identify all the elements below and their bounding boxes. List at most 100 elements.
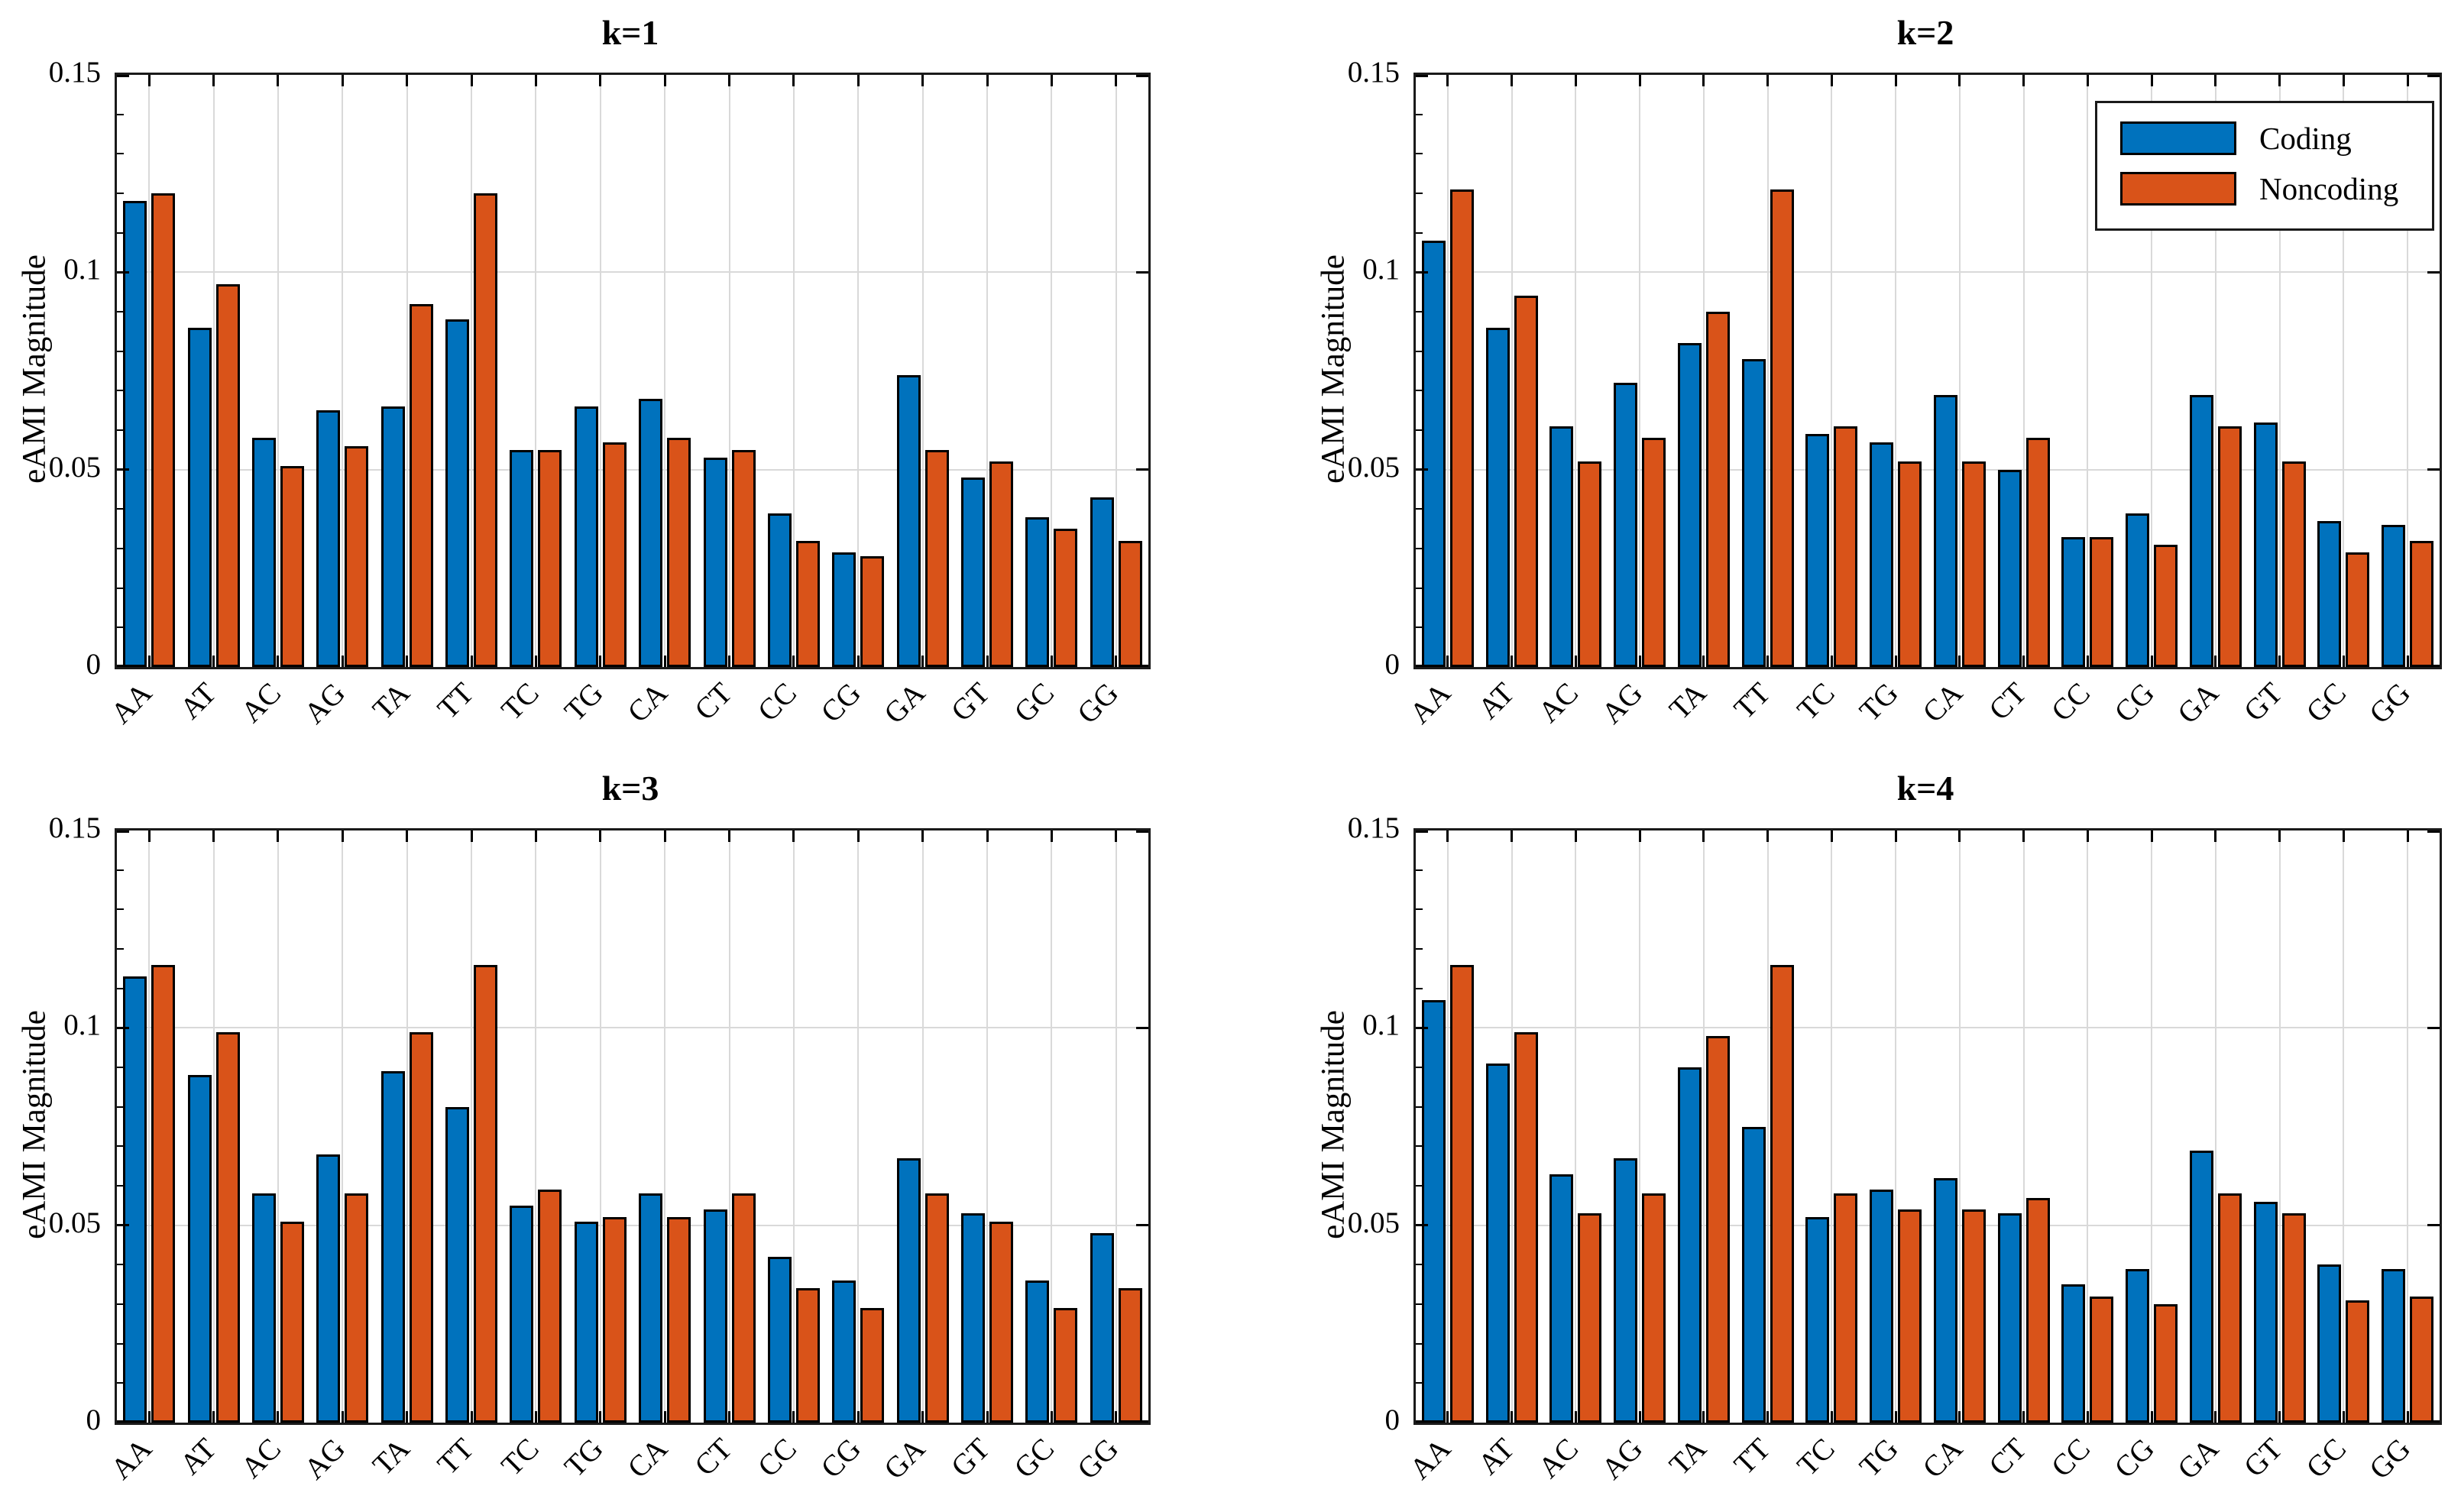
bar-coding-AG: [1614, 1157, 1638, 1423]
bar-coding-CT: [703, 458, 727, 667]
tick-bottom-GG: [2406, 1411, 2409, 1423]
gridline-x-GC: [2343, 75, 2345, 667]
bar-noncoding-AA: [151, 964, 176, 1423]
x-tick-label-GG: GG: [1071, 676, 1125, 730]
bar-coding-AC: [1549, 1174, 1574, 1423]
bar-coding-AG: [316, 1154, 341, 1423]
tick-bottom-AT: [1511, 1411, 1514, 1423]
bar-noncoding-AA: [1449, 964, 1474, 1423]
tick-bottom-GT: [2278, 1411, 2281, 1423]
tick-right-0.1: [2427, 1026, 2440, 1029]
tick-bottom-GA: [2214, 656, 2217, 667]
x-tick-label-CT: CT: [1982, 1432, 2033, 1483]
tick-top-AG: [341, 830, 344, 842]
bar-coding-AA: [1421, 1000, 1446, 1423]
bar-coding-TA: [1677, 1067, 1702, 1423]
tick-bottom-TA: [406, 1411, 409, 1423]
bar-coding-GA: [896, 1157, 921, 1423]
y-tick-label-0: 0: [86, 648, 102, 681]
tick-top-GT: [2278, 75, 2281, 86]
gridline-x-AA: [148, 830, 151, 1423]
gridline-y-0.05: [1416, 468, 2440, 471]
bar-noncoding-GG: [2410, 1296, 2434, 1423]
gridline-x-CC: [792, 830, 795, 1423]
bar-noncoding-CT: [2025, 438, 2050, 667]
gridline-x-AA: [1446, 830, 1449, 1423]
gridline-x-GT: [2278, 830, 2281, 1423]
tick-bottom-CG: [2150, 656, 2153, 667]
tick-left-0.05: [117, 1224, 129, 1227]
tick-top-TC: [1830, 75, 1833, 86]
tick-top-AC: [277, 830, 280, 842]
bar-coding-AC: [1549, 426, 1574, 667]
bar-coding-AA: [123, 976, 147, 1423]
bar-coding-CC: [2061, 536, 2086, 667]
bar-coding-GG: [1090, 1233, 1114, 1423]
tick-right-0.05: [2427, 468, 2440, 471]
gridline-x-TC: [535, 830, 537, 1423]
bar-coding-TA: [380, 1071, 405, 1423]
tick-bottom-GG: [1115, 1411, 1118, 1423]
tick-left-0.15: [117, 75, 129, 77]
x-tick-label-CT: CT: [1982, 676, 2033, 727]
gridline-x-TC: [1831, 830, 1833, 1423]
gridline-x-TT: [471, 830, 473, 1423]
gridline-y-0.1: [117, 1027, 1148, 1029]
tick-top-AT: [1511, 75, 1514, 86]
x-tick-label-AA: AA: [1403, 1432, 1457, 1486]
minor-tick-0.01: [1416, 1382, 1423, 1384]
tick-top-AC: [1574, 830, 1577, 842]
tick-top-CA: [1958, 830, 1961, 842]
x-tick-label-CA: CA: [1916, 676, 1969, 730]
tick-right-0.15: [2427, 830, 2440, 833]
minor-tick-0.13: [117, 908, 124, 911]
y-tick-label-0.1: 0.1: [63, 1009, 101, 1042]
bar-noncoding-GT: [2281, 1213, 2306, 1423]
y-tick-label-0: 0: [86, 1404, 102, 1436]
gridline-x-TA: [406, 75, 408, 667]
tick-bottom-CC: [2086, 1411, 2089, 1423]
minor-tick-0.06: [117, 429, 124, 431]
gridline-x-AA: [1446, 75, 1449, 667]
bar-noncoding-TT: [1770, 189, 1794, 667]
bar-coding-AC: [251, 438, 276, 667]
minor-tick-0.07: [117, 1145, 124, 1148]
minor-tick-0.01: [117, 626, 124, 629]
gridline-x-AC: [277, 75, 279, 667]
tick-top-TA: [1702, 830, 1705, 842]
subplot-title-k2: k=2: [1896, 13, 1954, 52]
tick-bottom-TA: [1702, 656, 1705, 667]
subplot-k2: k=2 eAMI Magnitude 0 0.05 0.1 0.15 AA AT AC AG T…: [1224, 0, 2448, 756]
bar-coding-GA: [896, 374, 921, 667]
y-axis-label: eAMI Magnitude: [16, 1010, 53, 1239]
tick-left-0.15: [117, 830, 129, 833]
tick-left-0: [117, 665, 129, 667]
tick-bottom-CT: [2022, 1411, 2025, 1423]
minor-tick-0.02: [1416, 587, 1423, 589]
tick-bottom-GC: [2342, 656, 2345, 667]
minor-tick-0.14: [1416, 113, 1423, 115]
bar-noncoding-GA: [2217, 426, 2242, 667]
bar-coding-GC: [2317, 1264, 2342, 1423]
gridline-x-GC: [2343, 830, 2345, 1423]
tick-top-TG: [599, 830, 602, 842]
gridline-x-GA: [921, 75, 924, 667]
minor-tick-0.13: [1416, 153, 1423, 155]
gridline-x-AG: [342, 75, 344, 667]
tick-top-CT: [728, 75, 731, 86]
minor-tick-0.08: [1416, 1106, 1423, 1108]
bar-coding-AA: [123, 201, 147, 667]
tick-bottom-GT: [986, 656, 989, 667]
gridline-x-AG: [1639, 75, 1641, 667]
minor-tick-0.02: [117, 1342, 124, 1345]
bar-coding-GT: [2253, 422, 2278, 667]
bar-noncoding-CT: [731, 1193, 756, 1423]
bar-coding-GG: [2382, 525, 2406, 667]
gridline-x-AT: [212, 75, 215, 667]
x-tick-label-GG: GG: [2362, 1432, 2417, 1486]
minor-tick-0.06: [1416, 1185, 1423, 1187]
minor-tick-0.08: [1416, 350, 1423, 352]
bar-noncoding-TG: [602, 442, 627, 667]
tick-right-0: [2427, 1420, 2440, 1423]
